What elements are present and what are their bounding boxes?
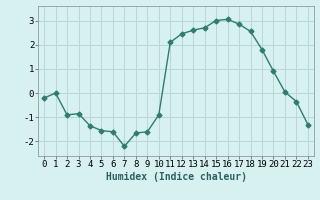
X-axis label: Humidex (Indice chaleur): Humidex (Indice chaleur) <box>106 172 246 182</box>
